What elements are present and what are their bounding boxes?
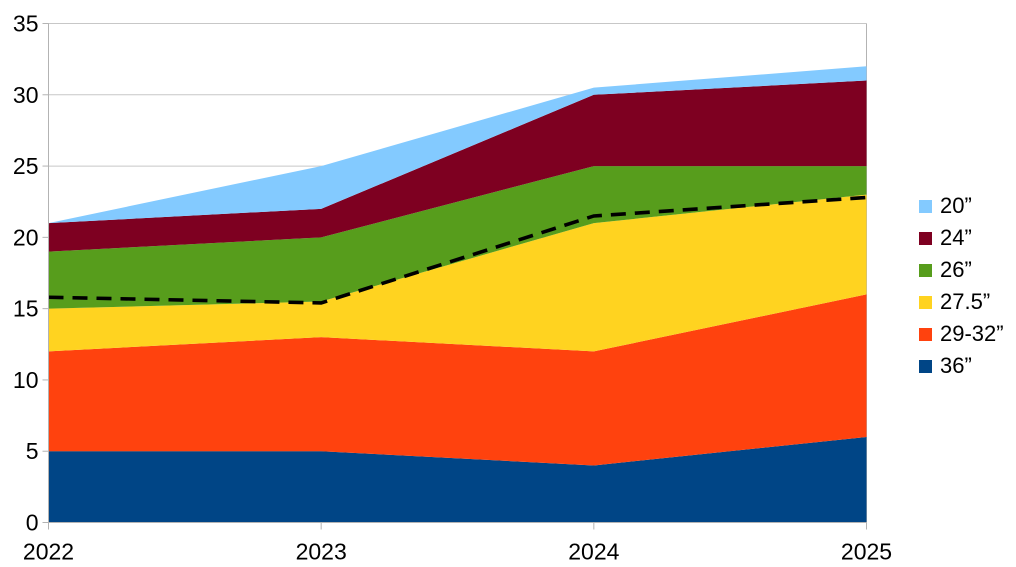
legend-label: 24” [940, 225, 972, 250]
legend-label: 36” [940, 353, 972, 378]
legend-item-27.5in: 27.5” [919, 286, 1004, 318]
x-tick-label: 2025 [841, 539, 892, 565]
legend-item-20in: 20” [919, 190, 1004, 222]
y-tick-label: 25 [13, 153, 39, 179]
legend-label: 27.5” [940, 289, 991, 314]
y-tick-label: 35 [13, 11, 39, 37]
area-20in [48, 66, 867, 224]
legend-swatch-icon [919, 295, 932, 309]
area-36in [48, 436, 867, 523]
legend-swatch-icon [919, 263, 932, 277]
y-tick-label: 5 [26, 438, 39, 464]
x-tick-label: 2024 [568, 539, 619, 565]
legend: 20” 24” 26” 27.5” 29-32” 36” [919, 190, 1004, 382]
legend-item-36in: 36” [919, 350, 1004, 382]
x-tick-label: 2023 [296, 539, 347, 565]
y-tick-label: 0 [26, 510, 39, 536]
legend-label: 26” [940, 257, 972, 282]
area-24in [48, 80, 867, 252]
y-tick-label: 20 [13, 224, 39, 250]
legend-item-26in: 26” [919, 254, 1004, 286]
area-27.5in [48, 194, 867, 352]
dashed-overlay-line [48, 195, 867, 305]
legend-swatch-icon [919, 231, 932, 245]
legend-swatch-icon [919, 199, 932, 213]
y-tick-label: 10 [13, 367, 39, 393]
y-tick-label: 30 [13, 82, 39, 108]
legend-swatch-icon [919, 327, 932, 341]
area-29-32in [48, 294, 867, 466]
y-tick-label: 15 [13, 296, 39, 322]
legend-item-24in: 24” [919, 222, 1004, 254]
legend-swatch-icon [919, 359, 932, 373]
x-tick-label: 2022 [23, 539, 74, 565]
legend-label: 20” [940, 193, 972, 218]
legend-label: 29-32” [940, 321, 1004, 346]
area-26in [48, 166, 867, 309]
legend-item-29-32in: 29-32” [919, 318, 1004, 350]
